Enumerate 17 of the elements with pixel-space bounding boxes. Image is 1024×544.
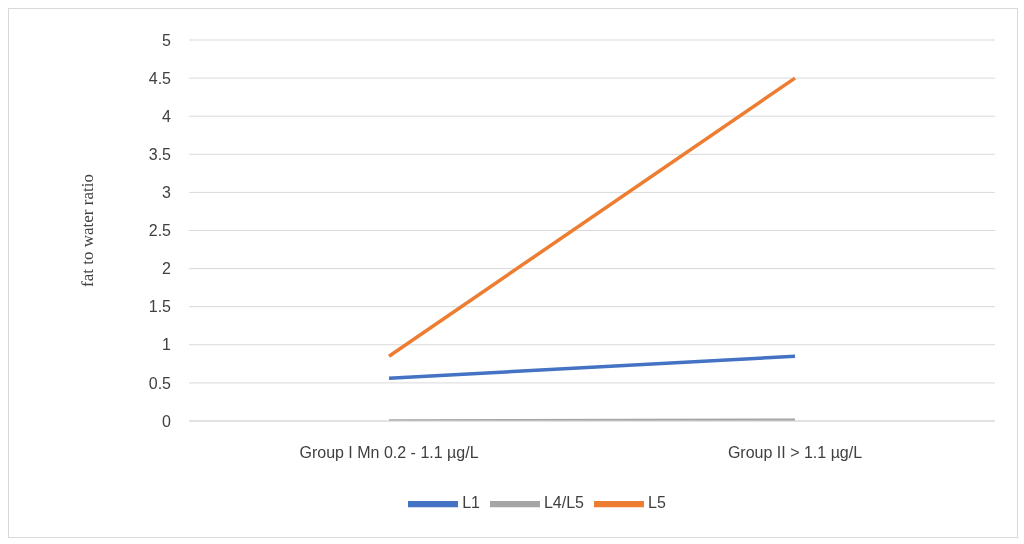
- y-tick-label: 0: [162, 412, 172, 430]
- y-tick-label: 4: [162, 107, 172, 125]
- y-tick-label: 1: [162, 336, 172, 354]
- y-tick-label: 4.5: [148, 69, 172, 87]
- y-tick-label: 3: [162, 184, 172, 202]
- y-tick-label: 5: [162, 31, 172, 49]
- x-tick-label: Group II > 1.1 µg/L: [727, 444, 863, 462]
- x-tick-label: Group I Mn 0.2 - 1.1 µg/L: [299, 444, 479, 462]
- y-axis-title: fat to water ratio: [78, 174, 98, 287]
- y-tick-label: 1.5: [148, 298, 172, 316]
- y-tick-label: 0.5: [148, 374, 172, 392]
- y-tick-label: 3.5: [148, 145, 172, 163]
- legend-label: L5: [648, 494, 666, 512]
- legend-label: L1: [462, 494, 480, 512]
- y-tick-label: 2.5: [148, 222, 172, 240]
- y-tick-label: 2: [162, 260, 172, 278]
- legend-label: L4/L5: [543, 494, 585, 512]
